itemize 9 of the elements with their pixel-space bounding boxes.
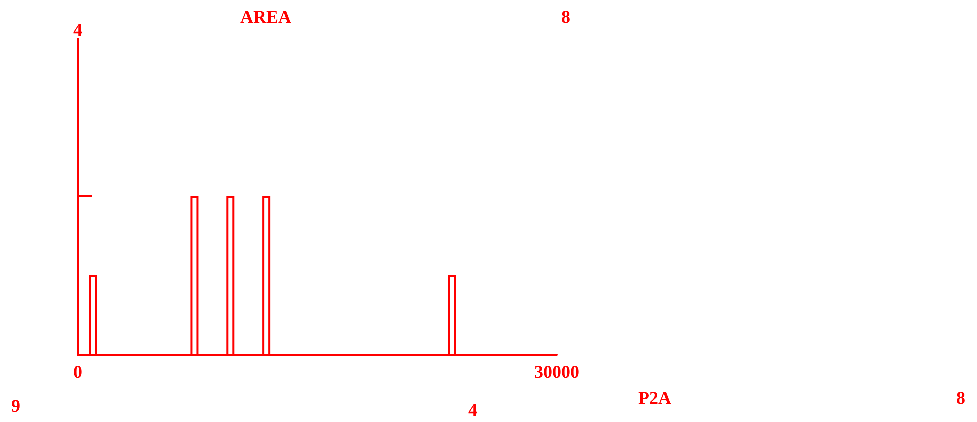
text: 4 [468, 400, 478, 420]
x-tick-label: 0 [74, 362, 82, 382]
x-axis-title: P2A [638, 388, 672, 408]
text: 9 [12, 396, 20, 416]
text: AREA [240, 7, 292, 27]
text: 4 [74, 20, 82, 40]
text: 8 [956, 388, 966, 408]
x-tick-label: 30000 [534, 362, 580, 382]
text: 8 [562, 7, 570, 27]
